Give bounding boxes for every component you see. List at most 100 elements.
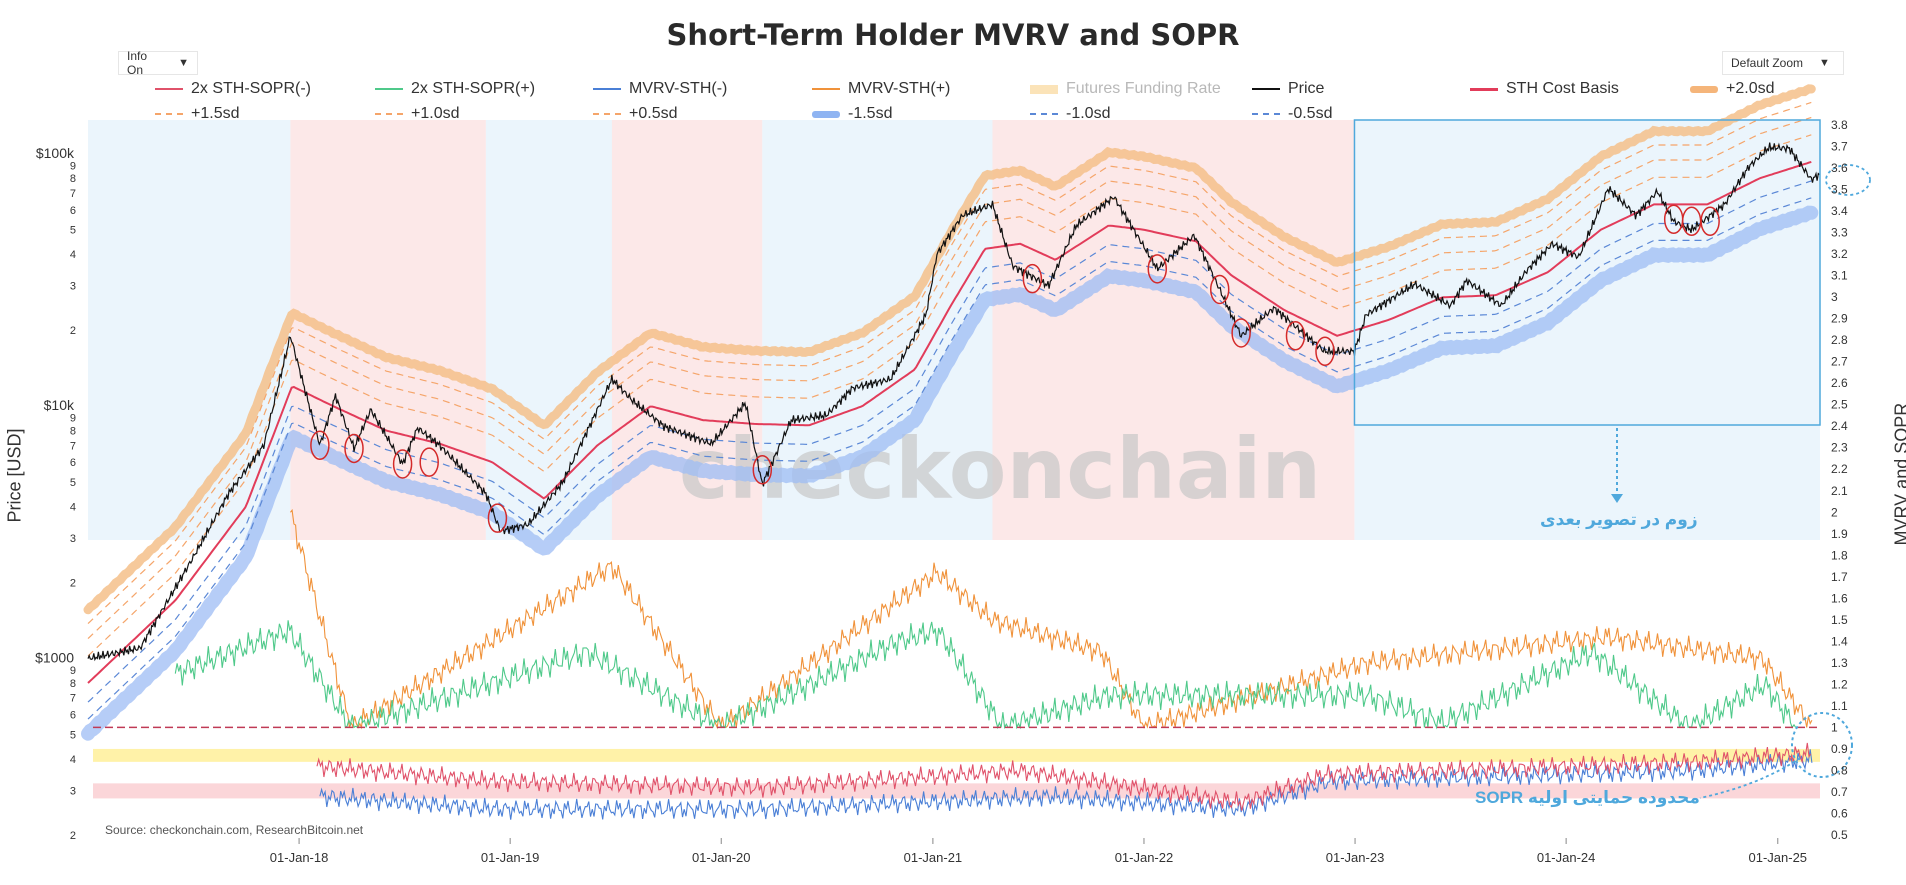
legend-label: +0.5sd [629, 105, 678, 122]
price-line [87, 142, 1820, 662]
zoom-label: Default Zoom [1731, 56, 1804, 70]
legend-item[interactable]: -1.5sd [812, 105, 892, 123]
left-tick-label: 2 [70, 325, 76, 337]
info-toggle-label: Info On [127, 49, 148, 77]
right-tick-label: 2.2 [1831, 462, 1848, 476]
right-tick-label: 2.4 [1831, 419, 1848, 433]
legend-item[interactable]: MVRV-STH(-) [593, 80, 727, 98]
x-tick-label: 01-Jan-25 [1749, 850, 1808, 865]
legend-item[interactable]: Price [1252, 80, 1324, 98]
right-tick-label: 0.6 [1831, 806, 1848, 820]
x-tick-label: 01-Jan-23 [1326, 850, 1385, 865]
right-tick-label: 2 [1831, 505, 1838, 519]
band-plus-1sd [87, 116, 1812, 640]
right-tick-label: 1.3 [1831, 656, 1848, 670]
legend-swatch [1252, 113, 1280, 115]
left-tick-label: 3 [70, 281, 76, 293]
legend-label: -1.5sd [848, 105, 893, 122]
legend-item[interactable]: 2x STH-SOPR(+) [375, 80, 535, 98]
legend-item[interactable]: Futures Funding Rate [1030, 80, 1221, 98]
right-tick-label: 3.3 [1831, 226, 1848, 240]
left-tick-label: 9 [70, 665, 76, 677]
band-minus-1.5sd [81, 205, 1819, 741]
left-tick-label: $100k [36, 145, 75, 161]
legend-item[interactable]: +0.5sd [593, 105, 677, 123]
right-tick-label: 1.2 [1831, 677, 1848, 691]
legend-swatch [375, 88, 403, 90]
legend-item[interactable]: +1.0sd [375, 105, 459, 123]
legend-item[interactable]: -0.5sd [1252, 105, 1332, 123]
right-tick-label: 3.2 [1831, 247, 1848, 261]
right-tick-label: 1.5 [1831, 613, 1848, 627]
legend-item[interactable]: STH Cost Basis [1470, 80, 1619, 98]
left-tick-label: $1000 [35, 650, 74, 666]
right-tick-label: 3.5 [1831, 183, 1848, 197]
left-tick-label: 4 [70, 249, 76, 261]
highlight-circle [752, 454, 773, 485]
left-tick-label: 2 [70, 830, 76, 842]
right-tick-label: 3.7 [1831, 140, 1848, 154]
left-tick-label: 7 [70, 440, 76, 452]
right-tick-label: 3.4 [1831, 204, 1848, 218]
right-tick-label: 2.8 [1831, 333, 1848, 347]
right-tick-label: 2.3 [1831, 441, 1848, 455]
sopr-support-note: محدوده حمایتی اولیه SOPR [1475, 788, 1700, 807]
left-tick-label: 6 [70, 710, 76, 722]
legend-label: +1.0sd [411, 105, 460, 122]
legend-label: MVRV-STH(+) [848, 80, 951, 97]
x-tick-label: 01-Jan-19 [481, 850, 540, 865]
band-plus-1.5sd [87, 101, 1812, 625]
left-tick-label: 7 [70, 188, 76, 200]
left-tick-label: 8 [70, 173, 76, 185]
info-toggle-dropdown[interactable]: Info On ▼ [118, 49, 198, 77]
right-tick-label: 2.1 [1831, 484, 1848, 498]
right-tick-label: 0.8 [1831, 763, 1848, 777]
chart-title: Short-Term Holder MVRV and SOPR [666, 18, 1240, 52]
left-tick-label: 3 [70, 533, 76, 545]
left-tick-label: 8 [70, 426, 76, 438]
right-tick-label: 1.6 [1831, 591, 1848, 605]
highlight-circle [344, 433, 364, 464]
legend-label: STH Cost Basis [1506, 80, 1619, 97]
series-mvrv-sth- [319, 749, 1813, 820]
legend-swatch [593, 113, 621, 115]
left-tick-label: 5 [70, 477, 76, 489]
right-tick-label: 3.6 [1831, 161, 1848, 175]
zoom-dropdown[interactable]: Default Zoom ▼ [1722, 51, 1844, 75]
x-tick-label: 01-Jan-21 [904, 850, 963, 865]
highlight-circle [487, 503, 508, 533]
source-note: Source: checkonchain.com, ResearchBitcoi… [105, 823, 364, 837]
chevron-down-icon: ▼ [1819, 57, 1830, 69]
left-tick-label: 2 [70, 578, 76, 590]
series-2x-sth-sopr- [316, 742, 1812, 811]
legend-item[interactable]: +1.5sd [155, 105, 239, 123]
legend-label: Futures Funding Rate [1066, 80, 1221, 97]
right-tick-label: 1.9 [1831, 527, 1848, 541]
zoom-region-box [1353, 119, 1821, 426]
legend-item[interactable]: MVRV-STH(+) [812, 80, 950, 98]
regime-shading-bull [88, 120, 291, 540]
left-tick-label: 3 [70, 786, 76, 798]
left-tick-label: 9 [70, 413, 76, 425]
legend-item[interactable]: +2.0sd [1690, 80, 1774, 98]
legend-item[interactable]: -1.0sd [1030, 105, 1110, 123]
right-tick-label: 1 [1831, 720, 1838, 734]
right-tick-label: 2.6 [1831, 376, 1848, 390]
regime-shading-bull [1354, 120, 1820, 540]
legend-label: -0.5sd [1288, 105, 1333, 122]
right-tick-label: 3.1 [1831, 269, 1848, 283]
series-mvrv-sth- [289, 508, 1813, 730]
legend-swatch [1470, 87, 1498, 91]
x-tick-label: 01-Jan-24 [1537, 850, 1596, 865]
sopr-support-band [93, 748, 1820, 762]
legend-label: -1.0sd [1066, 105, 1111, 122]
right-tick-label: 0.9 [1831, 742, 1848, 756]
highlight-circle [1022, 263, 1043, 294]
right-tick-label: 2.9 [1831, 312, 1848, 326]
legend-item[interactable]: 2x STH-SOPR(-) [155, 80, 311, 98]
regime-shading-bull [485, 120, 612, 540]
right-tick-label: 1.7 [1831, 570, 1848, 584]
highlight-circle [1285, 321, 1306, 351]
legend-swatch [812, 110, 840, 118]
